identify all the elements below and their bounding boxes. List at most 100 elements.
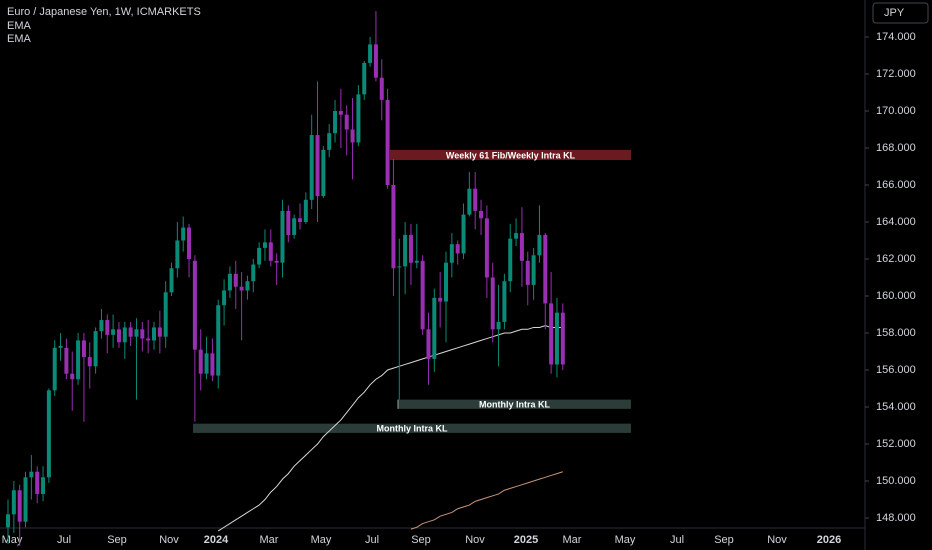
candle-body <box>309 135 314 200</box>
candle-body <box>368 44 373 63</box>
candle-body <box>140 329 145 339</box>
candle-body <box>426 329 431 359</box>
candle-body <box>46 390 51 478</box>
candle-body <box>473 188 478 211</box>
candle-body <box>11 490 16 515</box>
candle-body <box>560 312 565 365</box>
x-tick-label: May <box>2 534 23 546</box>
candle-body <box>29 471 34 478</box>
candle-body <box>17 490 22 522</box>
candle-body <box>222 290 227 306</box>
candle-body <box>52 347 57 391</box>
currency: JPY <box>884 7 905 19</box>
candle-body <box>350 129 355 143</box>
x-tick-label: Nov <box>465 534 485 546</box>
candle-body <box>245 281 250 291</box>
candle-body <box>99 320 104 332</box>
x-tick-label: Mar <box>260 534 279 546</box>
zone-label: Monthly Intra KL <box>377 424 448 434</box>
candle-body <box>525 260 530 285</box>
y-tick-label: 156.000 <box>876 364 916 376</box>
y-tick-label: 152.000 <box>876 438 916 450</box>
chart-title: Euro / Japanese Yen, 1W, ICMARKETS <box>7 6 201 18</box>
x-tick-label: Mar <box>563 534 582 546</box>
y-tick-label: 162.000 <box>876 253 916 265</box>
candle-body <box>432 297 437 359</box>
x-tick-label: 2025 <box>514 534 538 546</box>
candle-body <box>87 357 92 367</box>
x-tick-label: Jul <box>365 534 379 546</box>
candle-body <box>467 188 472 215</box>
candle-body <box>204 353 209 374</box>
candle-body <box>449 244 454 263</box>
candle-body <box>373 44 378 78</box>
y-tick-label: 158.000 <box>876 327 916 339</box>
y-tick-label: 148.000 <box>876 512 916 524</box>
x-tick-label: Jul <box>670 534 684 546</box>
indicator-label: EMA <box>7 20 32 32</box>
y-tick-label: 160.000 <box>876 290 916 302</box>
y-tick-label: 154.000 <box>876 401 916 413</box>
candle-body <box>531 255 536 285</box>
candle-body <box>169 268 174 293</box>
candle-body <box>385 99 390 185</box>
candle-body <box>514 233 519 239</box>
ema-line <box>410 471 563 530</box>
candle-body <box>356 94 361 143</box>
candle-body <box>262 242 267 248</box>
candle-body <box>122 327 127 343</box>
candle-body <box>502 281 507 322</box>
candle-body <box>327 133 332 150</box>
candle-body <box>70 373 75 380</box>
candle-body <box>35 471 40 494</box>
candle-body <box>233 273 238 287</box>
candle-body <box>280 210 285 263</box>
candle-body <box>152 327 156 341</box>
zone <box>398 399 631 409</box>
zone-label: Weekly 61 Fib/Weekly Intra KL <box>446 150 576 160</box>
candle-body <box>116 329 121 343</box>
candle-body <box>420 260 425 330</box>
candle-body <box>344 114 349 130</box>
candle-body <box>146 338 151 341</box>
candle-body <box>58 345 63 348</box>
x-tick-label: Jul <box>57 534 71 546</box>
candle-body <box>251 264 256 282</box>
candle-body <box>414 260 419 263</box>
candle-body <box>438 297 443 302</box>
x-tick-label: May <box>615 534 636 546</box>
candle-body <box>128 327 133 337</box>
candle-body <box>549 303 554 365</box>
candle-body <box>391 185 396 269</box>
x-tick-label: Sep <box>411 534 431 546</box>
currency-box[interactable] <box>872 2 929 24</box>
candle-body <box>303 199 308 222</box>
candle-body <box>157 327 162 337</box>
candle-body <box>6 514 10 528</box>
candle-body <box>362 62 367 95</box>
x-tick-label: May <box>311 534 332 546</box>
x-tick-label: Sep <box>714 534 734 546</box>
candle-body <box>479 210 484 219</box>
candle-body <box>519 233 524 261</box>
candle-body <box>274 260 279 263</box>
candle-body <box>286 210 291 235</box>
candle-body <box>257 247 262 265</box>
x-tick-label: Nov <box>767 534 787 546</box>
candle-body <box>292 218 297 235</box>
candle-body <box>198 349 203 374</box>
candle-body <box>490 277 495 330</box>
candle-body <box>268 242 273 261</box>
candle-body <box>41 477 46 494</box>
candle-body <box>76 340 81 380</box>
candle-body <box>403 234 408 267</box>
candle-body <box>543 234 548 304</box>
x-tick-label: 2024 <box>204 534 229 546</box>
candle-body <box>298 218 302 222</box>
zone <box>193 423 631 433</box>
candle-body <box>537 234 542 256</box>
candle-body <box>111 329 116 335</box>
zone-label: Monthly Intra KL <box>479 400 550 410</box>
candle-body <box>105 320 110 335</box>
candle-body <box>192 260 197 350</box>
